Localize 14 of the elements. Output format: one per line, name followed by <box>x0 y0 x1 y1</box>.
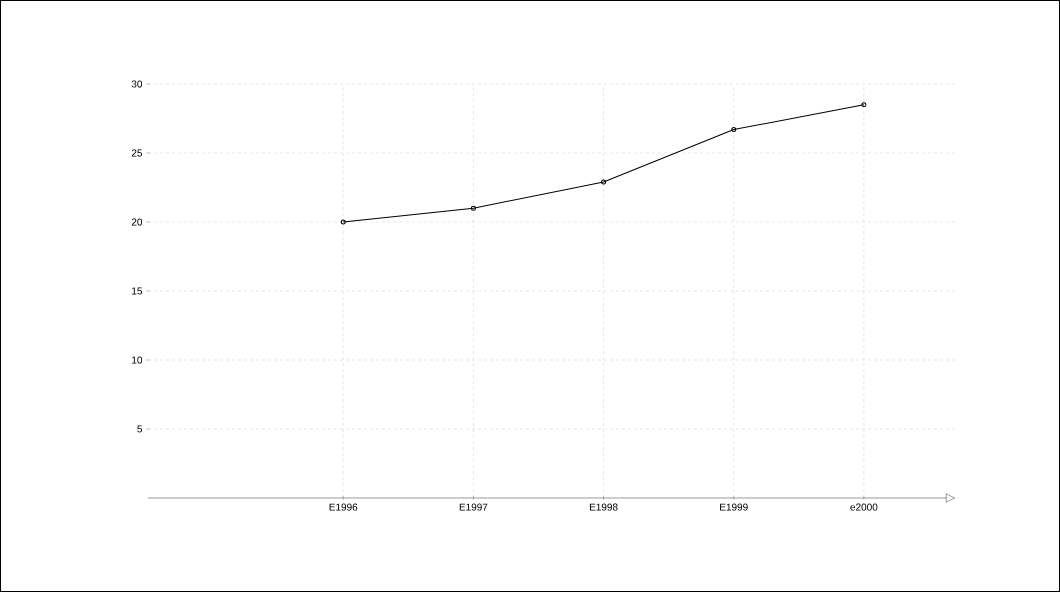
y-tick-label: 30 <box>131 80 143 88</box>
y-tick-label: 20 <box>131 218 143 226</box>
point <box>470 205 476 211</box>
x-tick-label: E1999 <box>720 503 748 511</box>
x-tick-label: E1997 <box>459 503 488 511</box>
x-tick-label: E1998 <box>589 503 618 511</box>
point <box>601 179 607 185</box>
y-tick-label: 15 <box>132 287 143 295</box>
x-tick-label: E1996 <box>329 503 358 511</box>
y-tick-label: 25 <box>131 149 143 157</box>
point <box>731 127 737 133</box>
y-tick-label: 5 <box>137 425 143 433</box>
x-tick-label: e2000 <box>850 503 878 511</box>
y-tick-label: 10 <box>132 356 143 364</box>
